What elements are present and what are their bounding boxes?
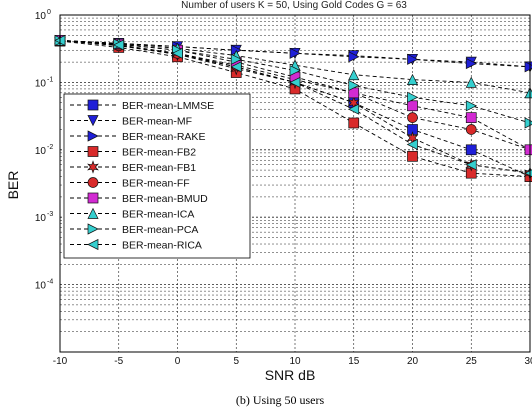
data-point: [348, 68, 360, 81]
legend-entry: BER-mean-FB1: [70, 160, 196, 174]
plot-frame: [59, 14, 531, 353]
legend-marker: [87, 177, 99, 188]
data-point: [406, 138, 418, 151]
legend-entry: BER-mean-RICA: [70, 238, 202, 252]
legend-marker: [87, 115, 99, 127]
x-tick-label: 25: [466, 356, 478, 367]
series-line: [59, 39, 531, 94]
x-tick-label: -10: [53, 356, 68, 367]
x-tick-label: 5: [233, 356, 239, 367]
y-axis-label: BER: [5, 171, 21, 200]
y-tick-exponent: -2: [47, 144, 53, 151]
x-tick-label: -5: [114, 356, 123, 367]
data-point: [524, 117, 532, 129]
figure-caption: (b) Using 50 users: [236, 393, 325, 407]
data-point: [465, 124, 477, 135]
legend-label: BER-mean-BMUD: [122, 193, 208, 205]
y-tick-exponent: -4: [47, 279, 53, 286]
data-point: [230, 61, 242, 73]
data-point: [348, 51, 360, 63]
y-tick-exponent: -1: [47, 76, 53, 83]
legend-entry: BER-mean-MF: [70, 115, 192, 128]
legend-marker: [87, 146, 99, 157]
legend-entry: BER-mean-RAKE: [70, 130, 205, 143]
data-point: [407, 91, 419, 103]
data-point: [112, 39, 125, 51]
legend-entry: BER-mean-BMUD: [70, 192, 208, 205]
data-point: [465, 144, 477, 156]
data-point: [171, 47, 183, 59]
y-tick-label: 10: [35, 146, 47, 157]
legend-entry: BER-mean-FF: [70, 177, 190, 190]
data-point: [465, 76, 477, 88]
y-tick-label: 10: [35, 11, 47, 22]
data-point: [465, 112, 477, 123]
legend-label: BER-mean-FF: [122, 178, 190, 190]
x-tick-label: 10: [289, 356, 301, 367]
data-point: [347, 103, 360, 115]
data-point: [289, 64, 301, 77]
y-tick-label: 10: [35, 213, 47, 224]
data-point: [348, 117, 360, 129]
data-point: [289, 47, 301, 59]
legend-label: BER-mean-FB1: [122, 162, 196, 174]
data-point: [524, 87, 532, 99]
data-point: [407, 112, 418, 123]
y-tick-label: 10: [35, 281, 47, 292]
data-point: [465, 159, 477, 171]
data-point: [407, 53, 419, 65]
legend-entry: BER-mean-ICA: [70, 207, 194, 221]
y-tick-label: 10: [35, 78, 47, 89]
x-tick-label: 20: [407, 356, 419, 367]
x-axis-label: SNR dB: [265, 367, 316, 383]
legend-label: BER-mean-RICA: [122, 240, 202, 252]
legend-marker: [87, 160, 99, 174]
series-line: [59, 39, 531, 124]
x-tick-label: 15: [348, 356, 360, 367]
y-tick-exponent: -3: [47, 211, 53, 218]
y-tick-exponent: 0: [47, 9, 51, 16]
legend-marker: [87, 192, 99, 204]
data-point: [407, 100, 418, 112]
data-point: [465, 100, 478, 112]
legend: BER-mean-LMMSE BER-mean-MF BER-mean-RAKE BE…: [63, 93, 251, 259]
x-tick-label: 0: [175, 356, 181, 367]
legend-label: BER-mean-MF: [122, 116, 192, 128]
x-tick-label: 30: [524, 356, 532, 367]
data-point: [524, 144, 532, 156]
legend-marker: [87, 99, 99, 111]
series-ber-mean-rica: [54, 34, 532, 178]
series-line: [59, 39, 531, 68]
legend-entry: BER-mean-LMMSE: [70, 99, 214, 112]
data-point: [289, 76, 301, 88]
legend-entry: BER-mean-PCA: [70, 223, 198, 236]
data-point: [406, 73, 419, 85]
legend-label: BER-mean-PCA: [122, 224, 198, 236]
legend-label: BER-mean-RAKE: [122, 131, 205, 143]
data-point: [230, 53, 243, 65]
legend-label: BER-mean-ICA: [122, 209, 194, 221]
legend-marker: [87, 238, 99, 251]
data-point: [407, 150, 418, 162]
x-tick-labels: -10 -5 0 5 10 15 20 25 30: [53, 356, 532, 367]
data-point: [348, 79, 360, 92]
legend-marker: [87, 130, 99, 142]
data-point: [465, 58, 478, 70]
chart-title: Number of users K = 50, Using Gold Codes…: [181, 0, 407, 11]
legend-marker: [87, 223, 99, 235]
legend-label: BER-mean-LMMSE: [122, 100, 214, 112]
legend-label: BER-mean-FB2: [122, 147, 196, 159]
legend-entry: BER-mean-FB2: [70, 146, 196, 159]
legend-marker: [87, 207, 99, 219]
